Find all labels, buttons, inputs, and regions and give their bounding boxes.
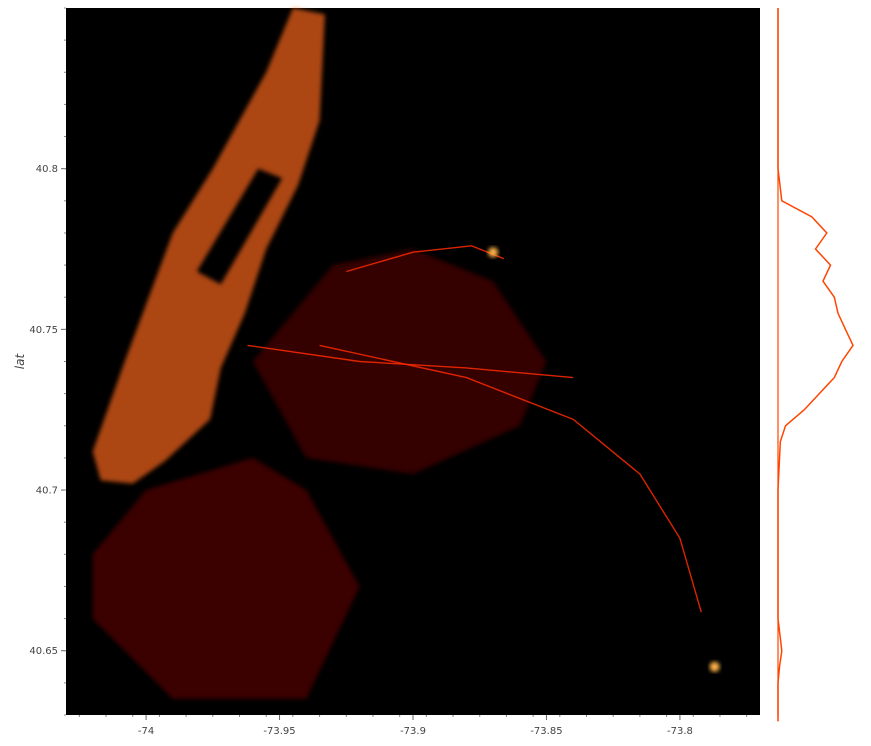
y-tick-label: 40.7 <box>36 486 58 497</box>
x-tick-label: -73.85 <box>530 726 562 737</box>
x-tick-label: -73.8 <box>667 726 693 737</box>
marginal-density-line <box>777 8 854 722</box>
route-van-wyck-to-jfk <box>319 344 702 613</box>
x-tick-label: -73.95 <box>263 726 295 737</box>
density-layer <box>92 8 720 699</box>
density-region-queens <box>252 249 547 474</box>
y-tick-label: 40.65 <box>29 646 58 657</box>
y-tick-label: 40.75 <box>29 325 58 336</box>
marginal-density-plot <box>777 8 854 722</box>
x-tick-label: -73.9 <box>400 726 426 737</box>
density-region-central-park <box>196 168 283 285</box>
hotspot-laguardia <box>488 247 499 258</box>
route-lie <box>247 344 574 379</box>
y-axis-label: lat <box>13 353 27 370</box>
x-tick-label: -74 <box>138 726 154 737</box>
density-region-manhattan <box>92 8 325 484</box>
route-grand-central-pkwy-to-laguardia <box>346 245 505 273</box>
density-region-brooklyn <box>92 457 360 699</box>
x-axis: -74 -73.95 -73.9 -73.85 -73.8 <box>78 715 748 737</box>
y-axis: 40.65 40.7 40.75 40.8 <box>29 7 66 716</box>
y-tick-label: 40.8 <box>36 164 58 175</box>
hotspot-jfk <box>709 661 720 672</box>
